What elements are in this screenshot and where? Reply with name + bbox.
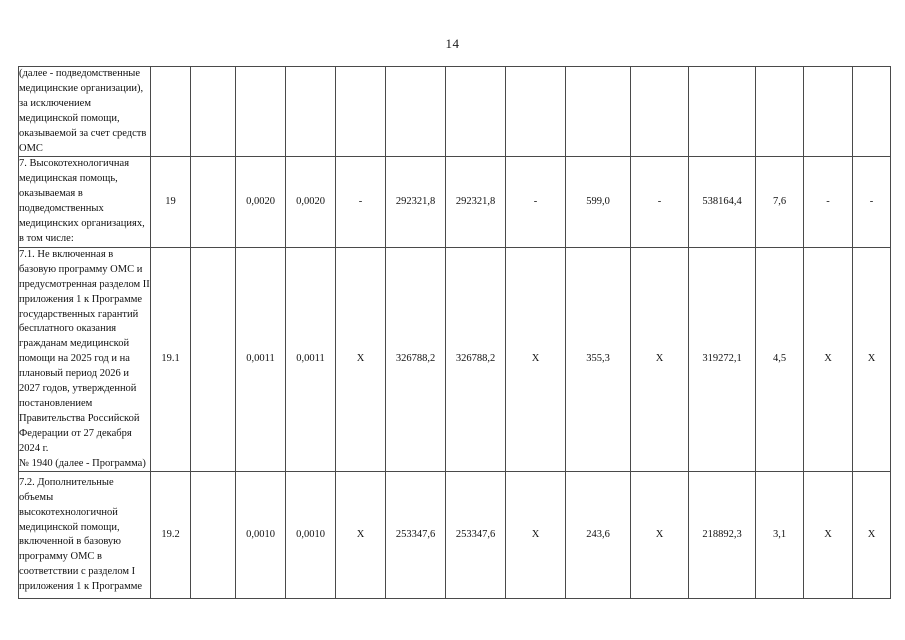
row-value-cell: X (335, 471, 386, 600)
row-value-cell: 319272,1 (688, 246, 756, 473)
row-line-number-cell: 19.1 (150, 246, 191, 473)
row-value-cell: 7,6 (755, 156, 804, 248)
row-value-cell: 3,1 (755, 471, 804, 600)
row-value-cell: X (803, 246, 853, 473)
row-value-cell (505, 65, 566, 158)
row-value-cell: X (630, 246, 689, 473)
row-value-cell (190, 156, 236, 248)
page-number: 14 (445, 36, 460, 51)
row-line-number-cell (150, 65, 191, 158)
row-value-cell: 599,0 (565, 156, 631, 248)
row-value-cell: - (335, 156, 386, 248)
row-value-cell: 253347,6 (445, 471, 506, 600)
row-value-cell: 0,0010 (285, 471, 336, 600)
row-value-cell: X (505, 246, 566, 473)
row-value-cell: 538164,4 (688, 156, 756, 248)
row-description-cell: (далее - подведомственные медицинские ор… (18, 65, 151, 158)
table-row: 7.1. Не включенная в базовую программу О… (18, 246, 891, 473)
row-value-cell: X (335, 246, 386, 473)
row-value-cell: - (852, 156, 891, 248)
row-value-cell: 4,5 (755, 246, 804, 473)
row-description: (далее - подведомственные медицинские ор… (19, 68, 147, 154)
table-row: (далее - подведомственные медицинские ор… (18, 65, 891, 158)
table-row: 7. Высокотехнологичная медицинская помощ… (18, 156, 891, 248)
row-value-cell (190, 246, 236, 473)
row-value-cell: X (505, 471, 566, 600)
row-value-cell (445, 65, 506, 158)
row-description: 7.2. Дополнительные объемы высокотехноло… (19, 476, 143, 593)
row-value-cell (385, 65, 446, 158)
row-value-cell: 0,0010 (235, 471, 286, 600)
row-value-cell: 326788,2 (445, 246, 506, 473)
row-value-cell: 355,3 (565, 246, 631, 473)
row-description: 7. Высокотехнологичная медицинская помощ… (19, 158, 145, 244)
row-line-number-cell: 19 (150, 156, 191, 248)
row-description-cell: 7.2. Дополнительные объемы высокотехноло… (18, 471, 151, 600)
row-description-cell: 7.1. Не включенная в базовую программу О… (18, 246, 151, 473)
row-value-cell: 292321,8 (385, 156, 446, 248)
row-value-cell: 253347,6 (385, 471, 446, 600)
row-value-cell: 243,6 (565, 471, 631, 600)
row-value-cell: 326788,2 (385, 246, 446, 473)
row-value-cell (190, 471, 236, 600)
row-value-cell (803, 65, 853, 158)
row-value-cell: 292321,8 (445, 156, 506, 248)
row-value-cell (852, 65, 891, 158)
row-value-cell (755, 65, 804, 158)
row-value-cell: - (505, 156, 566, 248)
row-line-number-cell: 19.2 (150, 471, 191, 600)
row-description-cell: 7. Высокотехнологичная медицинская помощ… (18, 156, 151, 248)
row-value-cell (688, 65, 756, 158)
row-value-cell (335, 65, 386, 158)
row-description: 7.1. Не включенная в базовую программу О… (19, 248, 150, 469)
data-table: (далее - подведомственные медицинские ор… (18, 65, 891, 600)
row-value-cell: - (630, 156, 689, 248)
row-value-cell (630, 65, 689, 158)
row-value-cell: X (803, 471, 853, 600)
row-value-cell: 0,0011 (235, 246, 286, 473)
data-table-container: (далее - подведомственные медицинские ор… (18, 65, 891, 600)
row-value-cell: 0,0011 (285, 246, 336, 473)
row-value-cell: X (852, 246, 891, 473)
row-value-cell: 218892,3 (688, 471, 756, 600)
row-value-cell (285, 65, 336, 158)
row-value-cell: 0,0020 (235, 156, 286, 248)
row-value-cell: X (852, 471, 891, 600)
row-value-cell (235, 65, 286, 158)
row-value-cell (565, 65, 631, 158)
row-value-cell: X (630, 471, 689, 600)
table-row: 7.2. Дополнительные объемы высокотехноло… (18, 471, 891, 600)
row-value-cell (190, 65, 236, 158)
row-value-cell: 0,0020 (285, 156, 336, 248)
row-value-cell: - (803, 156, 853, 248)
